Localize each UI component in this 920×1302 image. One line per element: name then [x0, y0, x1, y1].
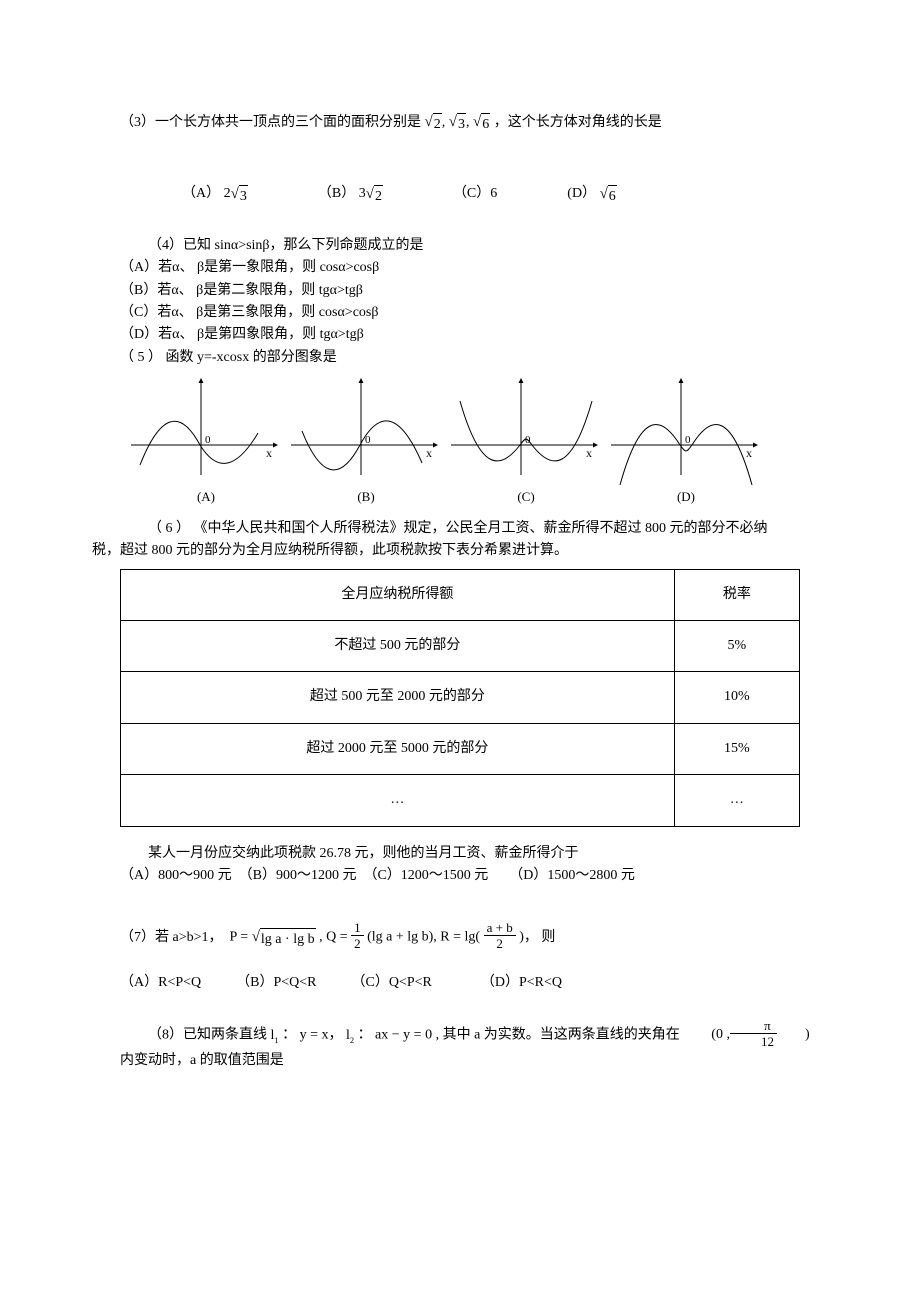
svg-text:0: 0 — [685, 434, 691, 446]
q6-stem-line2: 税，超过 800 元的部分为全月应纳税所得额，此项税款按下表分希累进计算。 — [92, 540, 820, 562]
q4-a: （A）若α、 β是第一象限角，则 cosα>cosβ — [120, 257, 820, 279]
table-row: 超过 2000 元至 5000 元的部分 15% — [121, 723, 800, 774]
svg-text:0: 0 — [205, 434, 211, 446]
q5-svg-a: 0x — [126, 375, 286, 485]
q5-label-c: (C) — [517, 487, 534, 508]
q4-b: （B）若α、 β是第二象限角，则 tgα>tgβ — [120, 280, 820, 302]
table-row: … … — [121, 775, 800, 826]
q8-l2-eq: ： ax − y = 0 — [358, 1028, 433, 1043]
q5-label-d: (D) — [677, 487, 695, 508]
q8-b: , 其中 a 为实数。当这两条直线的夹角在 — [436, 1028, 684, 1043]
q4-d: （D）若α、 β是第四象限角，则 tgα>tgβ — [120, 324, 820, 346]
q3-option-d: (D） √6 — [567, 182, 617, 206]
q3-d-pre: (D） — [567, 183, 596, 205]
q8-a: （8）已知两条直线 — [148, 1028, 267, 1043]
q4-stem: （4）已知 sinα>sinβ，那么下列命题成立的是 — [120, 235, 820, 257]
table-row: 不超过 500 元的部分 5% — [121, 621, 800, 672]
q3-c-val: 6 — [490, 183, 497, 205]
q3-surd-2: √6 — [473, 110, 490, 134]
svg-text:x: x — [426, 446, 432, 460]
table-row: 超过 500 元至 2000 元的部分 10% — [121, 672, 800, 723]
q8-l1-eq: ： y = x， — [282, 1028, 346, 1043]
q7-pre: （7）若 a>b>1， — [120, 927, 223, 949]
q5-fig-d: 0x (D) — [606, 375, 766, 508]
svg-text:x: x — [586, 446, 592, 460]
q5-svg-c: 0x — [446, 375, 606, 485]
q3-b-coef: 3 — [359, 183, 366, 205]
q7-q-frac: 1 2 — [351, 921, 364, 950]
q6-r3c0: … — [121, 775, 675, 826]
q6-table: 全月应纳税所得额 税率 不超过 500 元的部分 5% 超过 500 元至 20… — [120, 569, 800, 827]
q6-stem-line1: （ 6 ） 《中华人民共和国个人所得税法》规定，公民全月工资、薪金所得不超过 8… — [148, 521, 768, 536]
q4: （4）已知 sinα>sinβ，那么下列命题成立的是 （A）若α、 β是第一象限… — [120, 235, 820, 347]
q8-l2: l2 — [346, 1028, 358, 1043]
q6-options: （A）800～900 元 （B）900～1200 元 （C）1200～1500 … — [120, 865, 820, 887]
q6-r0c0: 不超过 500 元的部分 — [121, 621, 675, 672]
q5-svg-d: 0x — [606, 375, 766, 485]
q3-option-c: （C） 6 — [453, 182, 497, 206]
q6-r2c0: 超过 2000 元至 5000 元的部分 — [121, 723, 675, 774]
q8-l1: l1 — [271, 1028, 283, 1043]
q3-option-b: （B） 3 √2 — [318, 182, 383, 206]
q5-label-a: (A) — [197, 487, 215, 508]
q6-r0c1: 5% — [674, 621, 799, 672]
q3-option-a: （A） 2 √3 — [182, 182, 248, 206]
q7-formula: P = √lg a · lg b , Q = 1 2 (lg a + lg b)… — [230, 923, 524, 952]
q7-q-pre: , Q = — [319, 930, 351, 945]
q7-r-frac: a + b 2 — [484, 921, 516, 950]
q4-c: （C）若α、 β是第三象限角，则 cosα>cosβ — [120, 302, 820, 324]
q8-interval-frac: π 12 — [730, 1019, 777, 1048]
exam-page: （3）一个长方体共一顶点的三个面的面积分别是 √2, √3, √6 ，这个长方体… — [0, 0, 920, 1272]
q6-r1c1: 10% — [674, 672, 799, 723]
q6-th-1: 税率 — [674, 569, 799, 620]
q7-p-pre: P = — [230, 930, 252, 945]
q7-options: （A）R<P<Q （B）P<Q<R （C）Q<P<R （D）P<R<Q — [120, 972, 820, 994]
svg-text:x: x — [266, 446, 272, 460]
q6-stem: （ 6 ） 《中华人民共和国个人所得税法》规定，公民全月工资、薪金所得不超过 8… — [120, 518, 820, 540]
q3-c-pre: （C） — [453, 183, 490, 205]
q3-a-surd: √3 — [231, 182, 248, 206]
q5-label-b: (B) — [357, 487, 374, 508]
q5-stem: （ 5 ） 函数 y=-xcosx 的部分图象是 — [120, 347, 820, 369]
svg-text:0: 0 — [365, 434, 371, 446]
q5-fig-b: 0x (B) — [286, 375, 446, 508]
q8-stem: （8）已知两条直线 l1 ： y = x， l2 ： ax − y = 0 , … — [120, 1021, 820, 1072]
table-row: 全月应纳税所得额 税率 — [121, 569, 800, 620]
q6-r3c1: … — [674, 775, 799, 826]
q3-a-coef: 2 — [224, 183, 231, 205]
q3-stem-b: ，这个长方体对角线的长是 — [494, 115, 662, 130]
q3-stem: （3）一个长方体共一顶点的三个面的面积分别是 √2, √3, √6 ，这个长方体… — [120, 110, 820, 134]
q3-surd-0: √2 — [425, 110, 442, 134]
q6-tail: 某人一月份应交纳此项税款 26.78 元，则他的当月工资、薪金所得介于 — [120, 843, 820, 865]
svg-text:0: 0 — [525, 434, 531, 446]
q7-q-rest: (lg a + lg b), R = lg( — [367, 930, 480, 945]
q5-svg-b: 0x — [286, 375, 446, 485]
q7-stem: （7）若 a>b>1， P = √lg a · lg b , Q = 1 2 (… — [120, 923, 820, 952]
q3-d-surd: √6 — [600, 182, 617, 206]
q5-fig-a: 0x (A) — [126, 375, 286, 508]
q6-r1c0: 超过 500 元至 2000 元的部分 — [121, 672, 675, 723]
q3-stem-a: （3）一个长方体共一顶点的三个面的面积分别是 — [120, 115, 421, 130]
q6-th-0: 全月应纳税所得额 — [121, 569, 675, 620]
q6-r2c1: 15% — [674, 723, 799, 774]
q3-a-pre: （A） — [182, 183, 220, 205]
q7-post: ， 则 — [524, 927, 556, 949]
q7-p-sqrt: √lg a · lg b — [252, 925, 316, 949]
q5-figures: 0x (A) 0x (B) — [120, 375, 820, 508]
q8-c: 内变动时，a 的取值范围是 — [120, 1053, 284, 1068]
q5-fig-c: 0x (C) — [446, 375, 606, 508]
q3-surd-1: √3 — [449, 110, 466, 134]
q8-interval: (0 , π 12 ) — [683, 1021, 809, 1050]
q3-b-pre: （B） — [318, 183, 355, 205]
q3-options: （A） 2 √3 （B） 3 √2 （C） 6 (D） √6 — [120, 182, 820, 206]
q3-b-surd: √2 — [366, 182, 383, 206]
svg-text:x: x — [746, 446, 752, 460]
